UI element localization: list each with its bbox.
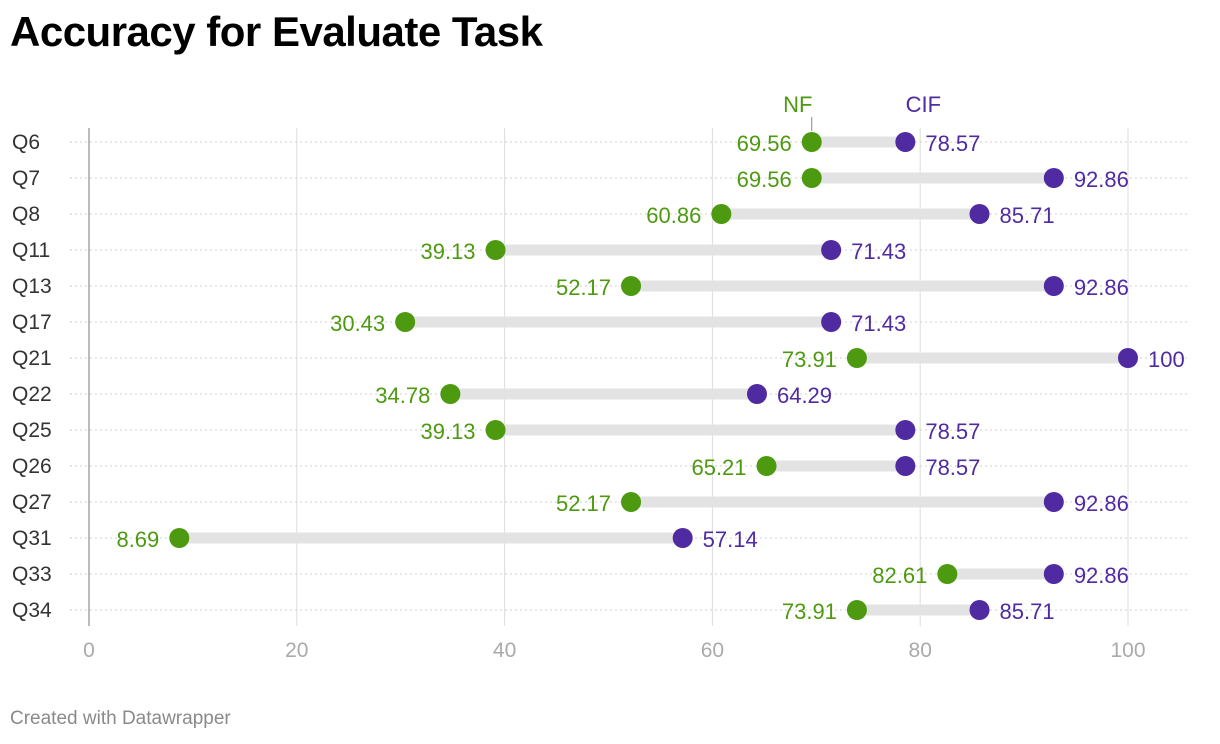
cif-value-label: 92.86 — [1074, 275, 1129, 300]
cif-value-label: 85.71 — [1000, 203, 1055, 228]
nf-point — [711, 204, 732, 224]
nf-point — [756, 456, 777, 476]
data-points — [169, 132, 1138, 620]
legend: NF CIF — [783, 92, 941, 131]
category-label: Q13 — [12, 275, 52, 298]
nf-value-label: 52.17 — [556, 275, 611, 300]
nf-value-label: 34.78 — [375, 383, 430, 408]
nf-point — [801, 168, 822, 188]
legend-cif: CIF — [906, 92, 941, 117]
chart-title: Accuracy for Evaluate Task — [10, 8, 543, 55]
category-label: Q11 — [12, 239, 50, 262]
nf-point — [395, 312, 416, 332]
cif-value-label: 78.57 — [925, 419, 980, 444]
category-label: Q21 — [12, 347, 52, 370]
cif-value-label: 64.29 — [777, 383, 832, 408]
category-label: Q31 — [12, 527, 52, 550]
cif-point — [821, 312, 842, 332]
value-labels: Q6 Q7 Q8 Q11 Q13 Q17 Q21 Q22 Q25 Q26 Q27 Q31 Q33 Q34 6… — [12, 131, 1185, 624]
cif-value-label: 71.43 — [851, 311, 906, 336]
category-label: Q17 — [12, 311, 52, 334]
cif-value-label: 57.14 — [703, 527, 758, 552]
footer-credit: Created with Datawrapper — [10, 708, 231, 729]
category-label: Q7 — [12, 167, 40, 190]
nf-value-label: 69.56 — [737, 167, 792, 192]
category-label: Q25 — [12, 419, 52, 442]
cif-point — [895, 132, 916, 152]
cif-point — [672, 528, 693, 548]
cif-point — [746, 384, 767, 404]
x-tick-label: 40 — [493, 639, 516, 662]
cif-point — [1043, 492, 1064, 512]
cif-value-label: 100 — [1148, 347, 1185, 372]
range-dot-chart: 0 20 40 60 80 100 Q6 Q7 Q8 Q11 Q13 Q17 Q21 Q22 Q25 Q26… — [12, 92, 1190, 662]
nf-point — [846, 600, 867, 620]
cif-point — [969, 204, 990, 224]
cif-point — [1043, 168, 1064, 188]
nf-value-label: 82.61 — [872, 563, 927, 588]
nf-point — [169, 528, 190, 548]
nf-point — [801, 132, 822, 152]
nf-point — [937, 564, 958, 584]
category-label: Q33 — [12, 563, 52, 586]
cif-value-label: 71.43 — [851, 239, 906, 264]
x-tick-label: 0 — [83, 639, 95, 662]
x-tick-label: 100 — [1110, 639, 1145, 662]
nf-value-label: 52.17 — [556, 491, 611, 516]
cif-point — [895, 456, 916, 476]
nf-point — [846, 348, 867, 368]
nf-value-label: 30.43 — [330, 311, 385, 336]
cif-point — [1043, 564, 1064, 584]
nf-point — [621, 492, 642, 512]
cif-point — [895, 420, 916, 440]
legend-nf: NF — [783, 92, 812, 117]
category-label: Q22 — [12, 383, 52, 406]
x-tick-label: 20 — [285, 639, 308, 662]
category-label: Q8 — [12, 203, 40, 226]
nf-value-label: 65.21 — [691, 455, 746, 480]
nf-point — [485, 420, 506, 440]
cif-value-label: 92.86 — [1074, 167, 1129, 192]
cif-value-label: 92.86 — [1074, 491, 1129, 516]
cif-point — [821, 240, 842, 260]
cif-point — [1118, 348, 1138, 368]
nf-value-label: 69.56 — [737, 131, 792, 156]
nf-value-label: 39.13 — [420, 239, 475, 264]
cif-value-label: 78.57 — [925, 455, 980, 480]
cif-value-label: 78.57 — [925, 131, 980, 156]
cif-value-label: 92.86 — [1074, 563, 1129, 588]
nf-value-label: 8.69 — [116, 527, 159, 552]
category-label: Q34 — [12, 599, 52, 622]
nf-value-label: 73.91 — [782, 347, 837, 372]
nf-point — [485, 240, 506, 260]
nf-point — [621, 276, 642, 296]
nf-value-label: 60.86 — [646, 203, 701, 228]
nf-point — [440, 384, 461, 404]
cif-value-label: 85.71 — [1000, 599, 1055, 624]
x-tick-label: 80 — [909, 639, 932, 662]
nf-value-label: 73.91 — [782, 599, 837, 624]
cif-point — [1043, 276, 1064, 296]
category-label: Q27 — [12, 491, 52, 514]
cif-point — [969, 600, 990, 620]
nf-value-label: 39.13 — [420, 419, 475, 444]
category-label: Q6 — [12, 131, 40, 154]
range-bars — [173, 136, 1134, 616]
x-tick-label: 60 — [701, 639, 724, 662]
category-label: Q26 — [12, 455, 52, 478]
